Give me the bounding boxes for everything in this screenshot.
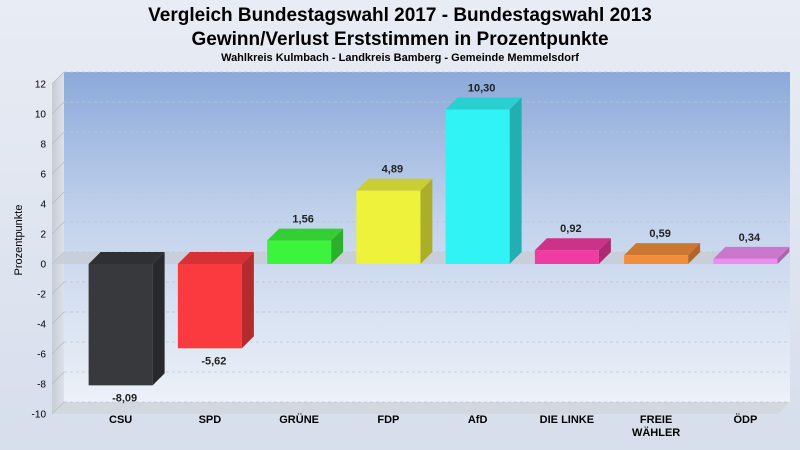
- bar-top: [534, 238, 611, 251]
- value-label: 10,30: [468, 83, 496, 95]
- chart-title-line2: Gewinn/Verlust Erststimmen in Prozentpun…: [191, 29, 609, 50]
- category-label: DIE LINKE: [540, 414, 594, 426]
- grid-line-side: [51, 371, 65, 385]
- value-label: -5,62: [201, 355, 226, 367]
- value-label: 4,89: [382, 164, 403, 176]
- bar-front: [445, 109, 510, 264]
- category-label: SPD: [199, 414, 222, 426]
- bar-top: [624, 243, 701, 256]
- bar-top: [356, 178, 433, 191]
- bar-front: [624, 255, 689, 264]
- bar-side: [509, 97, 522, 264]
- bar-die-linke: [534, 238, 611, 264]
- y-tick-label: 12: [35, 80, 47, 91]
- left-wall: [52, 72, 64, 414]
- bar-side: [598, 238, 611, 264]
- y-tick-label: 4: [40, 200, 46, 211]
- bar-spd: [177, 252, 254, 349]
- bar-csu: [88, 252, 165, 386]
- bar-afd: [445, 97, 522, 264]
- grid-line-side: [51, 191, 65, 205]
- y-tick-label: 6: [40, 170, 46, 181]
- bar-side: [152, 252, 165, 386]
- bar-front: [177, 264, 242, 349]
- value-label: 0,34: [739, 232, 761, 244]
- category-label: FREIE: [640, 414, 672, 426]
- bar-front: [356, 190, 421, 264]
- bar-top: [177, 252, 254, 264]
- bar-freie-wähler: [624, 243, 701, 264]
- bar-ödp: [713, 246, 790, 264]
- category-label: GRÜNE: [279, 413, 319, 426]
- y-tick-label: 8: [40, 140, 46, 151]
- bar-front: [713, 258, 778, 264]
- chart-title: Vergleich Bundestagswahl 2017 - Bundesta…: [0, 4, 800, 52]
- grid-line-side: [51, 311, 65, 325]
- grid-line-side: [51, 161, 65, 175]
- bars: [88, 97, 790, 386]
- bar-side: [331, 228, 344, 264]
- category-label: WÄHLER: [632, 426, 680, 439]
- y-axis: 12 10 8 6 4 2 0 -2 -4 -6 -8 -10 Prozentpunkte: [13, 80, 46, 421]
- labels: -8,09 CSU -5,62 SPD 1,56 GRÜNE 4,89 FDP 10,30 AfD…: [109, 83, 761, 440]
- chart-title-line1: Vergleich Bundestagswahl 2017 - Bundesta…: [148, 5, 652, 26]
- y-axis-title: Prozentpunkte: [13, 205, 25, 276]
- bar-top: [88, 252, 165, 264]
- bar-front: [534, 250, 599, 264]
- bar-top: [713, 246, 790, 259]
- category-label: CSU: [109, 414, 132, 426]
- grid-line-side: [51, 131, 65, 145]
- value-label: 0,92: [560, 223, 581, 235]
- value-label: -8,09: [112, 392, 137, 404]
- chart-subtitle: Wahlkreis Kulmbach - Landkreis Bamberg -…: [221, 52, 579, 64]
- y-tick-label: -4: [37, 320, 46, 331]
- y-tick-label: -10: [32, 410, 47, 421]
- y-tick-label: -2: [37, 290, 46, 301]
- grid-line-side: [51, 401, 65, 415]
- value-label: 0,59: [649, 228, 670, 240]
- grid-line-side: [51, 71, 65, 85]
- category-label: AfD: [468, 414, 488, 426]
- y-tick-label: -6: [37, 350, 46, 361]
- bar-top: [267, 228, 344, 241]
- floor: [52, 402, 790, 414]
- category-label: ÖDP: [733, 413, 757, 426]
- bar-side: [777, 246, 790, 264]
- bar-front: [267, 240, 332, 264]
- bar-side: [420, 178, 433, 264]
- bar-top: [445, 97, 522, 110]
- y-tick-label: 10: [35, 110, 47, 121]
- bar-side: [241, 252, 254, 349]
- grid-line-side: [51, 281, 65, 295]
- y-tick-label: 2: [40, 230, 46, 241]
- bar-side: [688, 243, 701, 264]
- value-label: 1,56: [292, 214, 313, 226]
- grid-line-side: [51, 221, 65, 235]
- category-label: FDP: [377, 414, 399, 426]
- grid-line-side: [51, 101, 65, 115]
- y-tick-label: -8: [37, 380, 46, 391]
- bar-fdp: [356, 178, 433, 264]
- y-tick-label: 0: [40, 260, 46, 271]
- grid-line-side: [51, 341, 65, 355]
- bar-front: [88, 264, 153, 386]
- bar-grüne: [267, 228, 344, 264]
